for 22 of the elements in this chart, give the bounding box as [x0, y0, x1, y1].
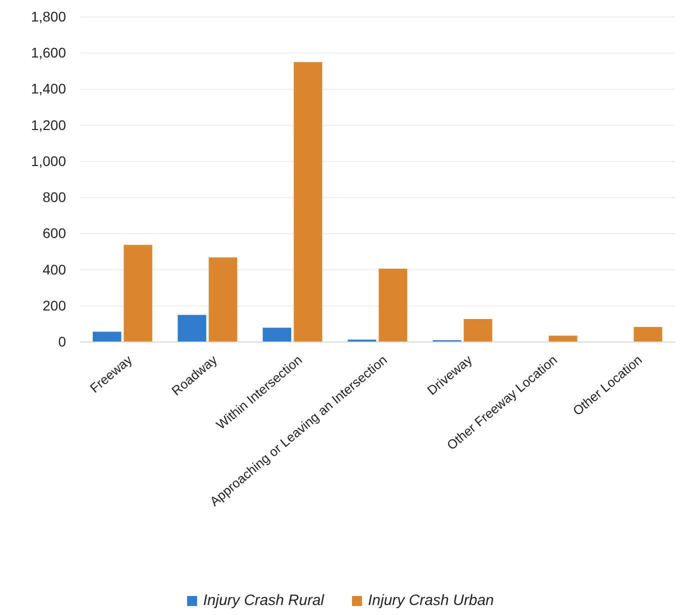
y-tick-label: 1,000: [30, 152, 66, 169]
y-tick-label: 400: [42, 261, 66, 278]
y-tick-label: 200: [42, 297, 66, 314]
legend-label: Injury Crash Urban: [368, 592, 494, 609]
bar: [92, 332, 122, 342]
y-tick-label: 0: [58, 333, 66, 350]
bar: [262, 328, 292, 342]
y-tick-label: 1,200: [30, 116, 66, 133]
bar: [464, 319, 492, 342]
bar: [208, 258, 238, 342]
bar: [124, 244, 152, 342]
bar: [634, 327, 662, 342]
y-tick-label: 1,600: [30, 44, 66, 61]
y-tick-label: 800: [42, 189, 66, 206]
bar: [548, 336, 578, 342]
y-tick-label: 600: [42, 225, 66, 242]
bar: [378, 268, 408, 342]
y-tick-label: 1,800: [30, 8, 66, 24]
bar: [294, 62, 322, 342]
bar: [178, 314, 206, 342]
legend-label: Injury Crash Rural: [203, 592, 325, 609]
y-tick-label: 1,400: [30, 80, 66, 97]
